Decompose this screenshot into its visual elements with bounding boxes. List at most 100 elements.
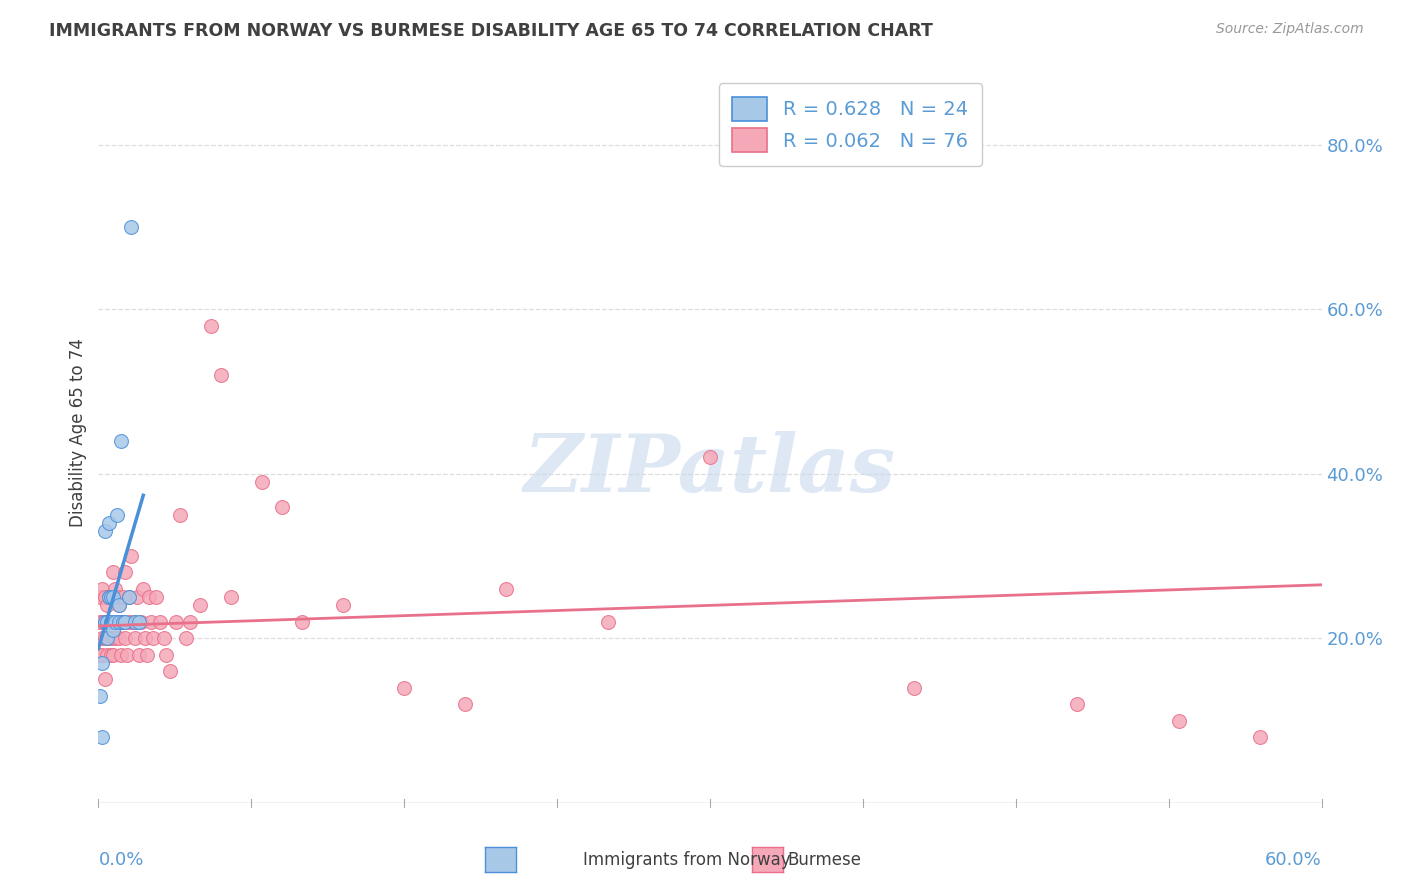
- Point: [108, 632, 131, 646]
- Point: [291, 615, 314, 629]
- Point: [114, 615, 136, 629]
- Point: [100, 590, 122, 604]
- Point: [101, 632, 124, 646]
- Point: [91, 656, 114, 670]
- Text: 60.0%: 60.0%: [1265, 851, 1322, 869]
- Point: [209, 368, 232, 382]
- Point: [110, 648, 132, 662]
- Point: [93, 615, 115, 629]
- Point: [110, 615, 132, 629]
- Point: [101, 648, 124, 662]
- Point: [96, 615, 118, 629]
- Y-axis label: Disability Age 65 to 74: Disability Age 65 to 74: [69, 338, 87, 527]
- Point: [200, 318, 222, 333]
- Point: [111, 615, 134, 629]
- Point: [120, 549, 142, 563]
- Point: [104, 582, 127, 596]
- Text: Source: ZipAtlas.com: Source: ZipAtlas.com: [1216, 22, 1364, 37]
- Point: [149, 615, 172, 629]
- Point: [128, 615, 150, 629]
- Point: [120, 219, 142, 234]
- Point: [136, 648, 159, 662]
- Point: [108, 615, 131, 629]
- Point: [118, 615, 141, 629]
- Point: [219, 590, 242, 604]
- Point: [454, 697, 477, 711]
- Point: [93, 673, 115, 687]
- Point: [155, 648, 177, 662]
- Point: [159, 664, 181, 678]
- Point: [1066, 697, 1088, 711]
- Point: [111, 590, 134, 604]
- Point: [89, 689, 111, 703]
- Point: [104, 615, 127, 629]
- Text: Burmese: Burmese: [787, 851, 862, 869]
- Point: [93, 524, 115, 539]
- Point: [110, 434, 132, 448]
- Point: [111, 615, 134, 629]
- Point: [93, 590, 115, 604]
- Point: [598, 615, 620, 629]
- Point: [124, 615, 146, 629]
- Point: [93, 615, 115, 629]
- Point: [250, 475, 273, 489]
- Point: [89, 648, 111, 662]
- Point: [100, 590, 122, 604]
- Point: [89, 615, 111, 629]
- Point: [152, 632, 174, 646]
- Text: Immigrants from Norway: Immigrants from Norway: [583, 851, 792, 869]
- Point: [1249, 730, 1271, 744]
- Point: [174, 632, 197, 646]
- Point: [89, 590, 111, 604]
- Point: [118, 590, 141, 604]
- Point: [128, 648, 150, 662]
- Point: [108, 599, 131, 613]
- Point: [127, 590, 149, 604]
- Point: [96, 648, 118, 662]
- Point: [145, 590, 167, 604]
- Text: IMMIGRANTS FROM NORWAY VS BURMESE DISABILITY AGE 65 TO 74 CORRELATION CHART: IMMIGRANTS FROM NORWAY VS BURMESE DISABI…: [49, 22, 934, 40]
- Point: [392, 681, 416, 695]
- Point: [100, 615, 122, 629]
- Point: [108, 599, 131, 613]
- Point: [104, 632, 127, 646]
- Point: [97, 590, 120, 604]
- Point: [97, 615, 120, 629]
- Point: [91, 632, 114, 646]
- Point: [91, 615, 114, 629]
- Point: [91, 730, 114, 744]
- Point: [114, 566, 136, 580]
- Point: [129, 615, 152, 629]
- Point: [105, 590, 128, 604]
- Point: [100, 648, 122, 662]
- Point: [179, 615, 201, 629]
- Point: [118, 590, 141, 604]
- Point: [169, 508, 191, 522]
- Point: [91, 582, 114, 596]
- Point: [91, 648, 114, 662]
- Point: [270, 500, 294, 514]
- Point: [122, 615, 145, 629]
- Point: [115, 648, 138, 662]
- Point: [903, 681, 925, 695]
- Point: [114, 632, 136, 646]
- Point: [100, 615, 122, 629]
- Point: [699, 450, 721, 465]
- Point: [141, 615, 163, 629]
- Point: [188, 599, 212, 613]
- Point: [97, 516, 120, 530]
- Text: 0.0%: 0.0%: [98, 851, 143, 869]
- Point: [97, 632, 120, 646]
- Point: [124, 632, 146, 646]
- Point: [134, 632, 156, 646]
- Point: [142, 632, 165, 646]
- Point: [495, 582, 517, 596]
- Point: [101, 590, 124, 604]
- Text: ZIPatlas: ZIPatlas: [524, 431, 896, 508]
- Point: [105, 615, 128, 629]
- Point: [1167, 714, 1189, 728]
- Point: [332, 599, 354, 613]
- Point: [96, 632, 118, 646]
- Point: [132, 582, 155, 596]
- Point: [96, 632, 118, 646]
